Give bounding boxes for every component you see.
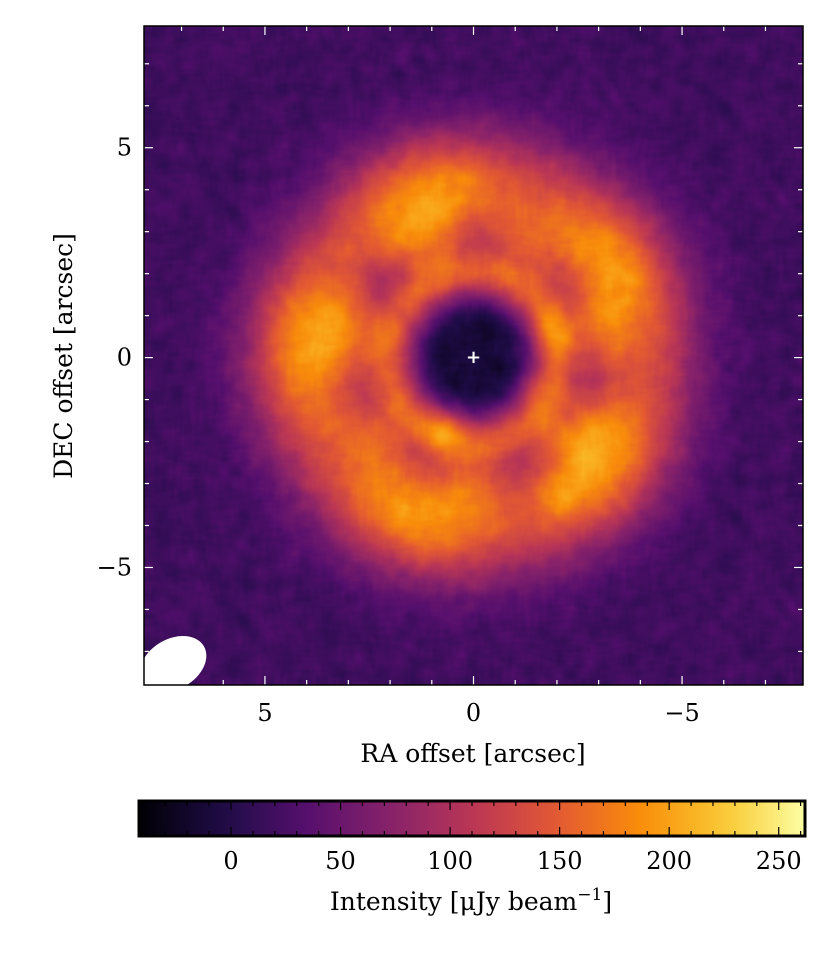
colorbar-tick-label: 100 — [427, 847, 473, 875]
x-tick-label: 0 — [466, 699, 481, 727]
colorbar-ticks: 0 50 100 150 200 250 — [142, 801, 802, 875]
x-axis-title: RA offset [arcsec] — [360, 739, 585, 768]
colorbar-tick-label: 150 — [537, 847, 583, 875]
colorbar-gradient — [137, 799, 807, 838]
colorbar-title-suffix: ] — [602, 887, 612, 916]
y-ticks: 5 0 −5 — [97, 63, 803, 653]
x-tick-label: 5 — [257, 699, 272, 727]
colorbar-tick-label: 250 — [756, 847, 802, 875]
intensity-heatmap — [144, 26, 803, 685]
x-ticks: 5 0 −5 — [180, 26, 767, 727]
star-position-marker: + — [466, 347, 481, 368]
y-axis-title: DEC offset [arcsec] — [49, 233, 78, 479]
colorbar-title: Intensity [μJy beam−1] — [330, 885, 612, 916]
colorbar: 0 50 100 150 200 250 Intensity [μJy beam−1] — [137, 799, 807, 916]
intensity-map-panel: + 5 0 −5 5 0 −5 — [97, 25, 804, 727]
colorbar-tick-label: 0 — [223, 847, 238, 875]
beam-ellipse — [140, 636, 207, 693]
y-tick-label: −5 — [97, 553, 132, 581]
y-tick-label: 0 — [117, 344, 132, 372]
colorbar-tick-label: 200 — [646, 847, 692, 875]
x-tick-label: −5 — [664, 699, 699, 727]
y-tick-label: 5 — [117, 134, 132, 162]
panel-frame — [143, 25, 804, 686]
colorbar-tick-label: 50 — [325, 847, 356, 875]
colorbar-title-main: Intensity [μJy beam — [330, 887, 578, 916]
colorbar-title-exponent: −1 — [577, 885, 602, 905]
